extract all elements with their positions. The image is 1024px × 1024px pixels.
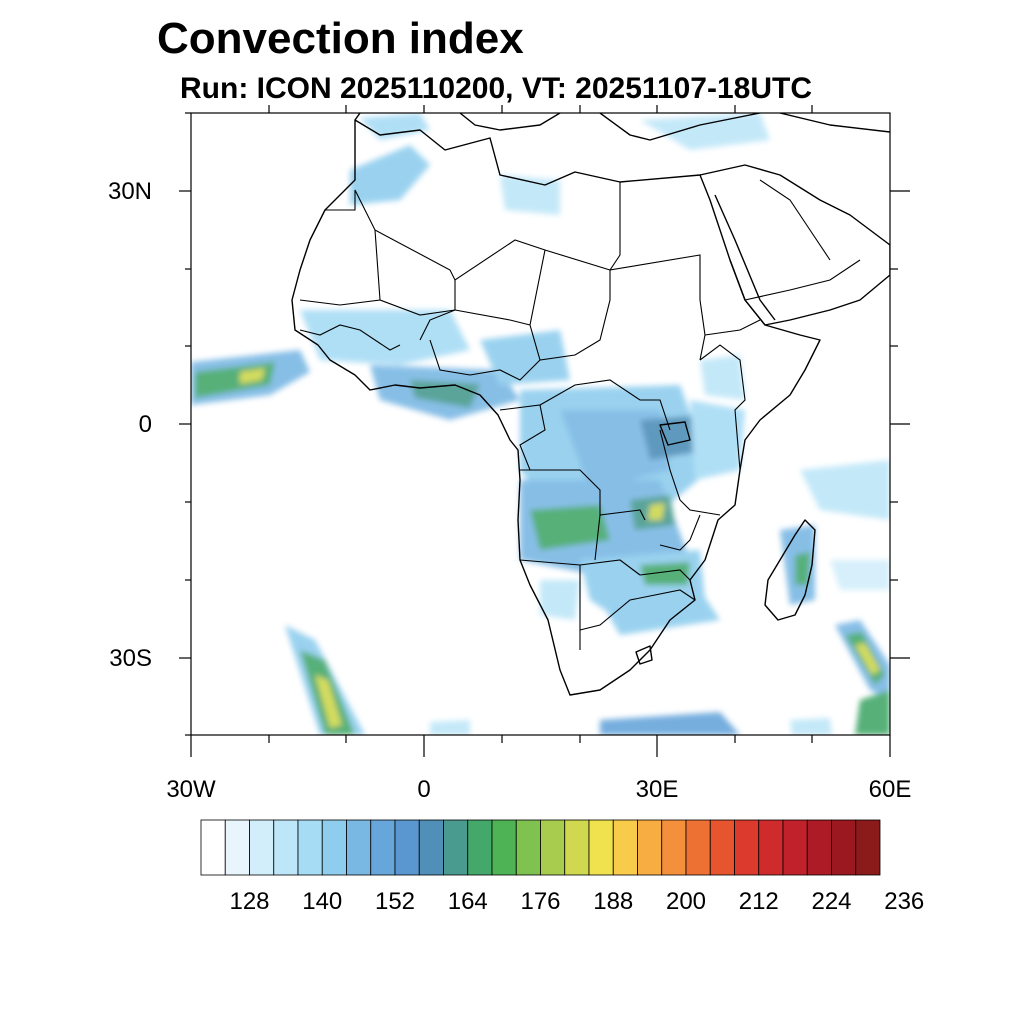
- lon-label-30e: 30E: [635, 776, 679, 803]
- colorbar-box: [564, 819, 590, 876]
- colorbar-box: [612, 819, 638, 876]
- field-limpopo: [640, 562, 690, 585]
- country-borders: [299, 179, 861, 650]
- field-madagascar-core: [795, 552, 810, 585]
- ticks: [179, 105, 910, 757]
- colorbar-label: 176: [520, 888, 561, 915]
- colorbar-box: [467, 819, 493, 876]
- field-se-band-peak: [855, 643, 880, 675]
- colorbar-box: [588, 819, 614, 876]
- field-west-africa: [300, 310, 470, 365]
- colorbar-box: [394, 819, 420, 876]
- red-sea: [714, 194, 776, 321]
- colorbar-label: 188: [593, 888, 634, 915]
- field-kenya: [690, 400, 745, 480]
- colorbar-box: [709, 819, 735, 876]
- lon-label-0: 0: [417, 776, 431, 803]
- border-arabia: [744, 179, 861, 301]
- border-drc-east: [659, 429, 721, 516]
- lesotho: [635, 645, 653, 665]
- africa-coast: [291, 119, 821, 696]
- colorbar-label: 236: [884, 888, 925, 915]
- colorbar-box: [782, 819, 808, 876]
- colorbar-box: [637, 819, 663, 876]
- lon-label-60e: 60E: [868, 776, 912, 803]
- colorbar-box: [855, 819, 881, 876]
- border-nigeria: [429, 339, 541, 381]
- colorbar: [200, 819, 881, 876]
- colorbar-label: 212: [738, 888, 779, 915]
- field-southeast: [600, 590, 720, 635]
- field-south-ocean-3: [790, 718, 832, 735]
- colorbar-box: [515, 819, 541, 876]
- colorbar-box: [831, 819, 857, 876]
- field-namibia: [540, 580, 580, 620]
- field-angola-core: [530, 505, 610, 550]
- border-sahara: [299, 229, 381, 306]
- field-med-east: [640, 113, 770, 150]
- colorbar-box: [200, 819, 226, 876]
- colorbar-box: [418, 819, 444, 876]
- colorbar-label: 200: [665, 888, 707, 915]
- lat-label-30s: 30S: [109, 645, 152, 672]
- border-west: [299, 299, 456, 351]
- colorbar-box: [321, 819, 347, 876]
- field-indian-ocean-se: [830, 560, 890, 590]
- convection-field: [191, 113, 890, 735]
- coastlines: [291, 113, 890, 696]
- border-east: [699, 319, 761, 471]
- field-north-africa: [350, 145, 430, 205]
- arabia-coast: [699, 164, 890, 326]
- lake-victoria: [659, 421, 691, 446]
- colorbar-box: [346, 819, 372, 876]
- field-sw-band-peak: [315, 675, 342, 728]
- map-subtitle: Run: ICON 2025110200, VT: 20251107-18UTC: [180, 72, 813, 105]
- madagascar-coast: [764, 519, 816, 621]
- lat-label-0: 0: [138, 411, 152, 438]
- field-se-corner: [855, 690, 890, 735]
- colorbar-box: [273, 819, 299, 876]
- border-chad-sudan: [529, 254, 706, 361]
- colorbar-box: [661, 819, 687, 876]
- field-south-ocean: [600, 712, 740, 735]
- field-med: [360, 113, 430, 140]
- border-angola: [520, 469, 646, 561]
- colorbar-label: 140: [302, 888, 343, 915]
- colorbar-box: [224, 819, 250, 876]
- colorbar-label: 152: [374, 888, 416, 915]
- colorbar-box: [734, 819, 760, 876]
- border-mali-niger: [419, 249, 546, 341]
- lat-label-30n: 30N: [107, 178, 152, 205]
- colorbar-label: 164: [447, 888, 488, 915]
- colorbar-box: [297, 819, 323, 876]
- field-south-ocean-2: [430, 720, 470, 735]
- europe-coast: [354, 113, 890, 141]
- colorbar-box: [806, 819, 832, 876]
- colorbar-box: [249, 819, 275, 876]
- field-horn: [700, 355, 745, 400]
- field-atlantic-west-peak: [240, 368, 265, 384]
- map-title: Convection index: [157, 14, 524, 63]
- field-indian-ocean: [800, 460, 890, 520]
- colorbar-box: [491, 819, 517, 876]
- colorbar-box: [370, 819, 396, 876]
- colorbar-box: [758, 819, 784, 876]
- field-zambia-peak: [648, 503, 665, 520]
- colorbar-box: [685, 819, 711, 876]
- colorbar-label: 224: [811, 888, 852, 915]
- lon-label-30w: 30W: [166, 776, 216, 803]
- colorbar-box: [443, 819, 469, 876]
- border-namibia: [519, 559, 641, 650]
- colorbar-label: 128: [229, 888, 270, 915]
- colorbar-box: [540, 819, 566, 876]
- border-mozambique: [639, 514, 701, 581]
- border-south-africa: [579, 589, 696, 631]
